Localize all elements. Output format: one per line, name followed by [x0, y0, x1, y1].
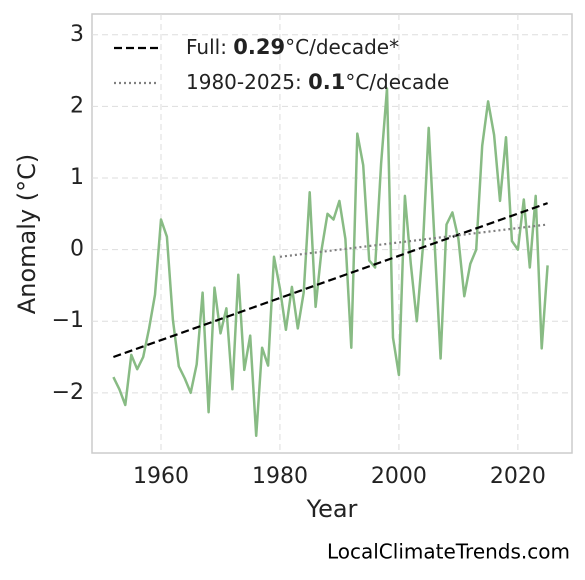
y-tick-label: −1: [52, 308, 84, 333]
y-tick-label: 3: [70, 22, 84, 47]
grid: [92, 14, 572, 453]
y-tick-label: 1: [70, 165, 84, 190]
x-tick-label: 1980: [252, 464, 308, 489]
y-tick-label: 2: [70, 93, 84, 118]
x-axis-label: Year: [306, 495, 358, 523]
x-tick-label: 2000: [371, 464, 427, 489]
y-axis-label: Anomaly (°C): [13, 154, 41, 314]
footer: LocalClimateTrends.com: [327, 540, 570, 564]
legend-label: 1980-2025: 0.1°C/decade: [186, 70, 449, 95]
y-tick-label: −2: [52, 380, 84, 405]
legend-label: Full: 0.29°C/decade*: [186, 35, 399, 60]
series-line: [113, 202, 548, 359]
plot-frame: [91, 13, 573, 454]
series-line: [112, 87, 549, 438]
y-tick-label: 0: [70, 237, 84, 262]
x-tick-label: 1960: [133, 464, 189, 489]
x-tick-label: 2020: [490, 464, 546, 489]
